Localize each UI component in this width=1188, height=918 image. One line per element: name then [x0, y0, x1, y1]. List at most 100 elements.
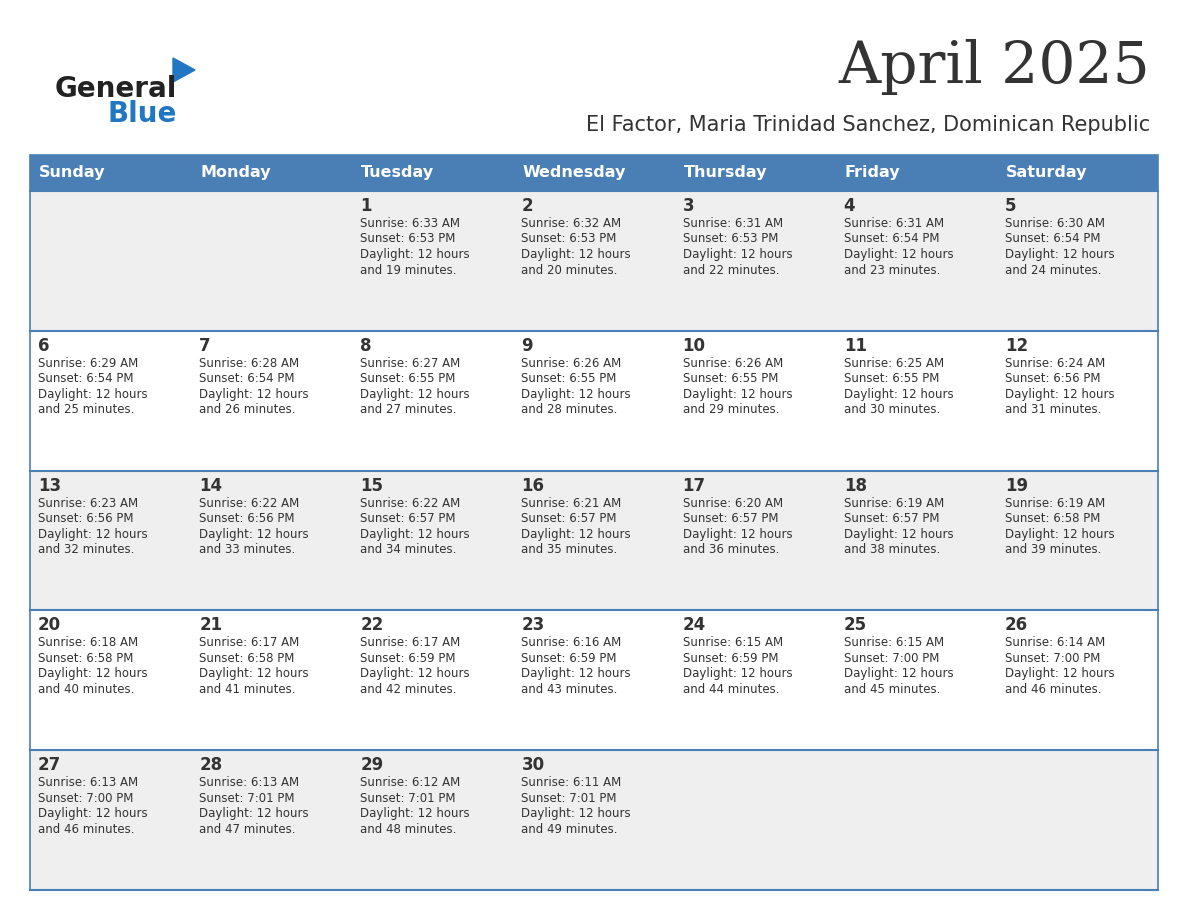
- Text: Daylight: 12 hours: Daylight: 12 hours: [360, 528, 470, 541]
- Text: 24: 24: [683, 616, 706, 634]
- Text: Daylight: 12 hours: Daylight: 12 hours: [522, 387, 631, 401]
- Text: 6: 6: [38, 337, 50, 354]
- Text: Sunrise: 6:28 AM: Sunrise: 6:28 AM: [200, 357, 299, 370]
- Text: Sunset: 7:00 PM: Sunset: 7:00 PM: [843, 652, 939, 665]
- Text: Daylight: 12 hours: Daylight: 12 hours: [1005, 667, 1114, 680]
- Text: 12: 12: [1005, 337, 1028, 354]
- Bar: [30, 610, 1158, 750]
- Text: Blue: Blue: [107, 100, 176, 128]
- Text: 3: 3: [683, 197, 694, 215]
- Text: Daylight: 12 hours: Daylight: 12 hours: [522, 807, 631, 820]
- Text: 22: 22: [360, 616, 384, 634]
- Text: Sunset: 6:57 PM: Sunset: 6:57 PM: [360, 512, 456, 525]
- Text: Daylight: 12 hours: Daylight: 12 hours: [522, 248, 631, 261]
- Text: and 48 minutes.: and 48 minutes.: [360, 823, 456, 835]
- Text: Sunday: Sunday: [39, 165, 106, 181]
- Text: Sunset: 6:58 PM: Sunset: 6:58 PM: [200, 652, 295, 665]
- Text: and 40 minutes.: and 40 minutes.: [38, 683, 134, 696]
- Text: 17: 17: [683, 476, 706, 495]
- Text: 7: 7: [200, 337, 210, 354]
- Text: and 33 minutes.: and 33 minutes.: [200, 543, 296, 556]
- Text: Sunset: 7:01 PM: Sunset: 7:01 PM: [200, 791, 295, 805]
- Text: Sunrise: 6:16 AM: Sunrise: 6:16 AM: [522, 636, 621, 649]
- Text: Daylight: 12 hours: Daylight: 12 hours: [360, 667, 470, 680]
- Text: Sunrise: 6:25 AM: Sunrise: 6:25 AM: [843, 357, 943, 370]
- Text: Sunrise: 6:31 AM: Sunrise: 6:31 AM: [843, 217, 943, 230]
- Text: Sunset: 6:57 PM: Sunset: 6:57 PM: [843, 512, 940, 525]
- Text: 13: 13: [38, 476, 61, 495]
- Text: Tuesday: Tuesday: [361, 165, 435, 181]
- Text: 27: 27: [38, 756, 62, 774]
- Text: Daylight: 12 hours: Daylight: 12 hours: [38, 528, 147, 541]
- Text: 14: 14: [200, 476, 222, 495]
- Text: and 25 minutes.: and 25 minutes.: [38, 403, 134, 416]
- Text: Daylight: 12 hours: Daylight: 12 hours: [843, 248, 953, 261]
- Text: Sunrise: 6:20 AM: Sunrise: 6:20 AM: [683, 497, 783, 509]
- Text: and 39 minutes.: and 39 minutes.: [1005, 543, 1101, 556]
- Text: 15: 15: [360, 476, 384, 495]
- Text: Sunset: 6:59 PM: Sunset: 6:59 PM: [360, 652, 456, 665]
- Text: Sunrise: 6:26 AM: Sunrise: 6:26 AM: [522, 357, 621, 370]
- Text: and 43 minutes.: and 43 minutes.: [522, 683, 618, 696]
- Text: 18: 18: [843, 476, 867, 495]
- Text: Sunset: 6:53 PM: Sunset: 6:53 PM: [683, 232, 778, 245]
- Text: Sunset: 6:53 PM: Sunset: 6:53 PM: [360, 232, 456, 245]
- Text: El Factor, Maria Trinidad Sanchez, Dominican Republic: El Factor, Maria Trinidad Sanchez, Domin…: [586, 115, 1150, 135]
- Text: Daylight: 12 hours: Daylight: 12 hours: [683, 528, 792, 541]
- Text: Sunset: 6:58 PM: Sunset: 6:58 PM: [1005, 512, 1100, 525]
- Text: 28: 28: [200, 756, 222, 774]
- Text: 29: 29: [360, 756, 384, 774]
- Text: Sunrise: 6:31 AM: Sunrise: 6:31 AM: [683, 217, 783, 230]
- Text: and 31 minutes.: and 31 minutes.: [1005, 403, 1101, 416]
- Text: and 22 minutes.: and 22 minutes.: [683, 263, 779, 276]
- Text: and 44 minutes.: and 44 minutes.: [683, 683, 779, 696]
- Text: Sunrise: 6:17 AM: Sunrise: 6:17 AM: [200, 636, 299, 649]
- Text: Daylight: 12 hours: Daylight: 12 hours: [200, 387, 309, 401]
- Text: Daylight: 12 hours: Daylight: 12 hours: [843, 528, 953, 541]
- Text: Daylight: 12 hours: Daylight: 12 hours: [683, 387, 792, 401]
- Text: Sunrise: 6:18 AM: Sunrise: 6:18 AM: [38, 636, 138, 649]
- Text: and 49 minutes.: and 49 minutes.: [522, 823, 618, 835]
- Text: and 42 minutes.: and 42 minutes.: [360, 683, 456, 696]
- Text: Sunset: 6:54 PM: Sunset: 6:54 PM: [200, 373, 295, 386]
- Text: Sunrise: 6:15 AM: Sunrise: 6:15 AM: [683, 636, 783, 649]
- Text: Daylight: 12 hours: Daylight: 12 hours: [1005, 248, 1114, 261]
- Text: Sunrise: 6:29 AM: Sunrise: 6:29 AM: [38, 357, 138, 370]
- Text: Sunset: 7:01 PM: Sunset: 7:01 PM: [360, 791, 456, 805]
- Text: and 46 minutes.: and 46 minutes.: [1005, 683, 1101, 696]
- Text: Daylight: 12 hours: Daylight: 12 hours: [360, 807, 470, 820]
- Text: 10: 10: [683, 337, 706, 354]
- Text: Sunset: 6:54 PM: Sunset: 6:54 PM: [843, 232, 940, 245]
- Text: Daylight: 12 hours: Daylight: 12 hours: [360, 387, 470, 401]
- Text: Daylight: 12 hours: Daylight: 12 hours: [360, 248, 470, 261]
- Text: and 28 minutes.: and 28 minutes.: [522, 403, 618, 416]
- Text: Sunrise: 6:27 AM: Sunrise: 6:27 AM: [360, 357, 461, 370]
- Text: 11: 11: [843, 337, 867, 354]
- Text: Sunset: 7:01 PM: Sunset: 7:01 PM: [522, 791, 617, 805]
- Text: Monday: Monday: [200, 165, 271, 181]
- Text: Sunrise: 6:12 AM: Sunrise: 6:12 AM: [360, 777, 461, 789]
- Text: and 26 minutes.: and 26 minutes.: [200, 403, 296, 416]
- Text: Sunrise: 6:11 AM: Sunrise: 6:11 AM: [522, 777, 621, 789]
- Text: Wednesday: Wednesday: [523, 165, 626, 181]
- Text: Daylight: 12 hours: Daylight: 12 hours: [522, 667, 631, 680]
- Text: Sunrise: 6:22 AM: Sunrise: 6:22 AM: [360, 497, 461, 509]
- Text: Sunset: 6:58 PM: Sunset: 6:58 PM: [38, 652, 133, 665]
- Text: and 32 minutes.: and 32 minutes.: [38, 543, 134, 556]
- Text: Daylight: 12 hours: Daylight: 12 hours: [683, 667, 792, 680]
- Text: Sunrise: 6:15 AM: Sunrise: 6:15 AM: [843, 636, 943, 649]
- Text: and 24 minutes.: and 24 minutes.: [1005, 263, 1101, 276]
- Text: and 47 minutes.: and 47 minutes.: [200, 823, 296, 835]
- Text: General: General: [55, 75, 177, 103]
- Text: Sunset: 6:53 PM: Sunset: 6:53 PM: [522, 232, 617, 245]
- Text: Sunrise: 6:17 AM: Sunrise: 6:17 AM: [360, 636, 461, 649]
- Bar: [30, 750, 1158, 890]
- Text: and 38 minutes.: and 38 minutes.: [843, 543, 940, 556]
- Text: Daylight: 12 hours: Daylight: 12 hours: [200, 667, 309, 680]
- Text: Sunset: 6:55 PM: Sunset: 6:55 PM: [360, 373, 456, 386]
- Text: 25: 25: [843, 616, 867, 634]
- Text: Sunrise: 6:21 AM: Sunrise: 6:21 AM: [522, 497, 621, 509]
- Text: 19: 19: [1005, 476, 1028, 495]
- Text: and 30 minutes.: and 30 minutes.: [843, 403, 940, 416]
- Text: and 20 minutes.: and 20 minutes.: [522, 263, 618, 276]
